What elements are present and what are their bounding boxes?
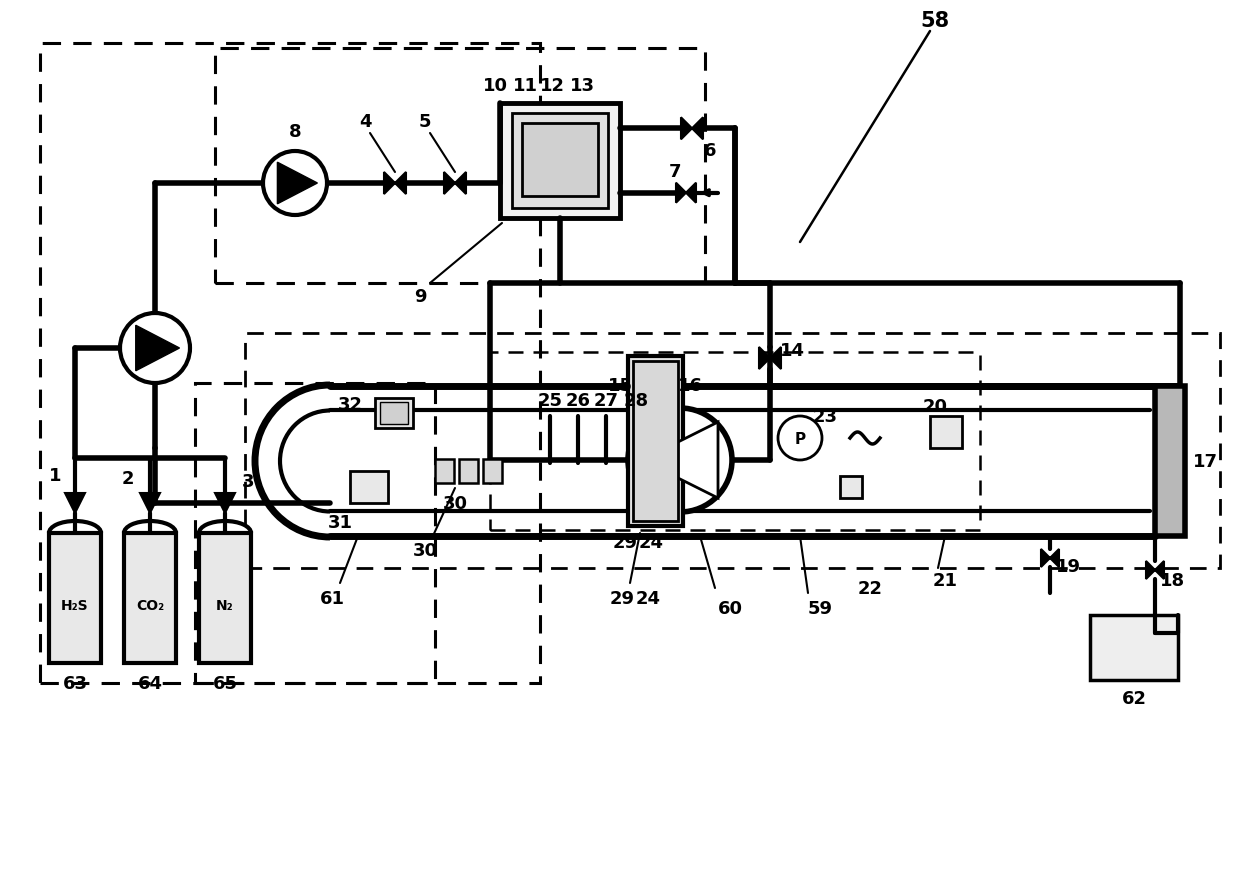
Polygon shape [215,493,236,514]
Bar [484,459,502,484]
Text: 22: 22 [858,579,883,597]
Text: 5: 5 [419,113,432,131]
Text: 19: 19 [1055,558,1080,575]
Polygon shape [642,422,718,499]
Text: 58: 58 [920,11,950,31]
Bar [435,459,454,484]
Text: 60: 60 [718,600,743,617]
Bar [1090,615,1178,680]
Text: 20: 20 [923,398,947,415]
Bar [490,353,980,530]
Polygon shape [676,184,696,204]
Text: 10: 10 [482,77,507,95]
Bar [930,416,962,449]
Text: 3: 3 [242,472,254,491]
Polygon shape [1042,550,1059,567]
Text: 59: 59 [807,600,832,617]
Bar [40,44,539,683]
Text: N₂: N₂ [216,598,234,612]
Text: 16: 16 [677,377,703,394]
Text: 63: 63 [62,674,88,692]
Text: 13: 13 [569,77,594,95]
Circle shape [263,152,327,216]
Text: 23: 23 [812,407,837,426]
Bar [50,534,100,663]
Text: 64: 64 [138,674,162,692]
Text: 28: 28 [624,392,649,409]
Text: 32: 32 [337,396,362,414]
Polygon shape [278,163,317,205]
Circle shape [777,416,822,460]
Polygon shape [135,326,180,371]
Text: 65: 65 [212,674,238,692]
Polygon shape [444,173,466,195]
Polygon shape [759,348,781,370]
Text: 29: 29 [613,534,637,551]
Bar [632,362,678,522]
Text: 18: 18 [1161,572,1185,589]
Text: 29: 29 [610,589,635,608]
Text: 12: 12 [539,77,564,95]
Text: 4: 4 [358,113,371,131]
Text: 2: 2 [122,470,134,487]
Bar [215,49,706,284]
Polygon shape [384,173,405,195]
Bar [374,399,413,428]
Polygon shape [140,493,160,514]
Bar [627,356,683,527]
Text: 30: 30 [413,542,438,559]
Text: 24: 24 [639,534,663,551]
Text: 26: 26 [565,392,590,409]
Bar [195,384,435,683]
Bar [522,124,598,197]
Circle shape [120,313,190,384]
Circle shape [627,408,732,513]
Polygon shape [64,493,86,514]
Text: H₂S: H₂S [61,598,89,612]
Bar [512,114,608,209]
Polygon shape [1146,561,1164,579]
Text: 11: 11 [512,77,537,95]
Text: 61: 61 [320,589,345,608]
Text: 7: 7 [668,162,681,181]
Bar [198,534,250,663]
Text: 25: 25 [537,392,563,409]
Text: 62: 62 [1121,689,1147,707]
Text: 21: 21 [932,572,957,589]
Text: 9: 9 [414,288,427,306]
Bar [246,334,1220,568]
Text: 8: 8 [289,123,301,140]
Text: 6: 6 [704,142,717,160]
Text: 31: 31 [327,514,352,531]
Polygon shape [681,119,703,140]
Text: 24: 24 [636,589,661,608]
Bar [459,459,477,484]
Bar [1154,386,1185,536]
Bar [350,471,388,503]
Bar [379,402,408,425]
Text: 27: 27 [594,392,619,409]
Text: CO₂: CO₂ [136,598,164,612]
Text: P: P [795,431,806,446]
Text: 15: 15 [608,377,632,394]
Text: 14: 14 [780,342,805,360]
Bar [500,104,620,219]
Text: 1: 1 [48,466,61,485]
Text: 17: 17 [1193,452,1218,471]
Text: 30: 30 [443,494,467,513]
Bar [124,534,176,663]
Bar [839,477,862,499]
